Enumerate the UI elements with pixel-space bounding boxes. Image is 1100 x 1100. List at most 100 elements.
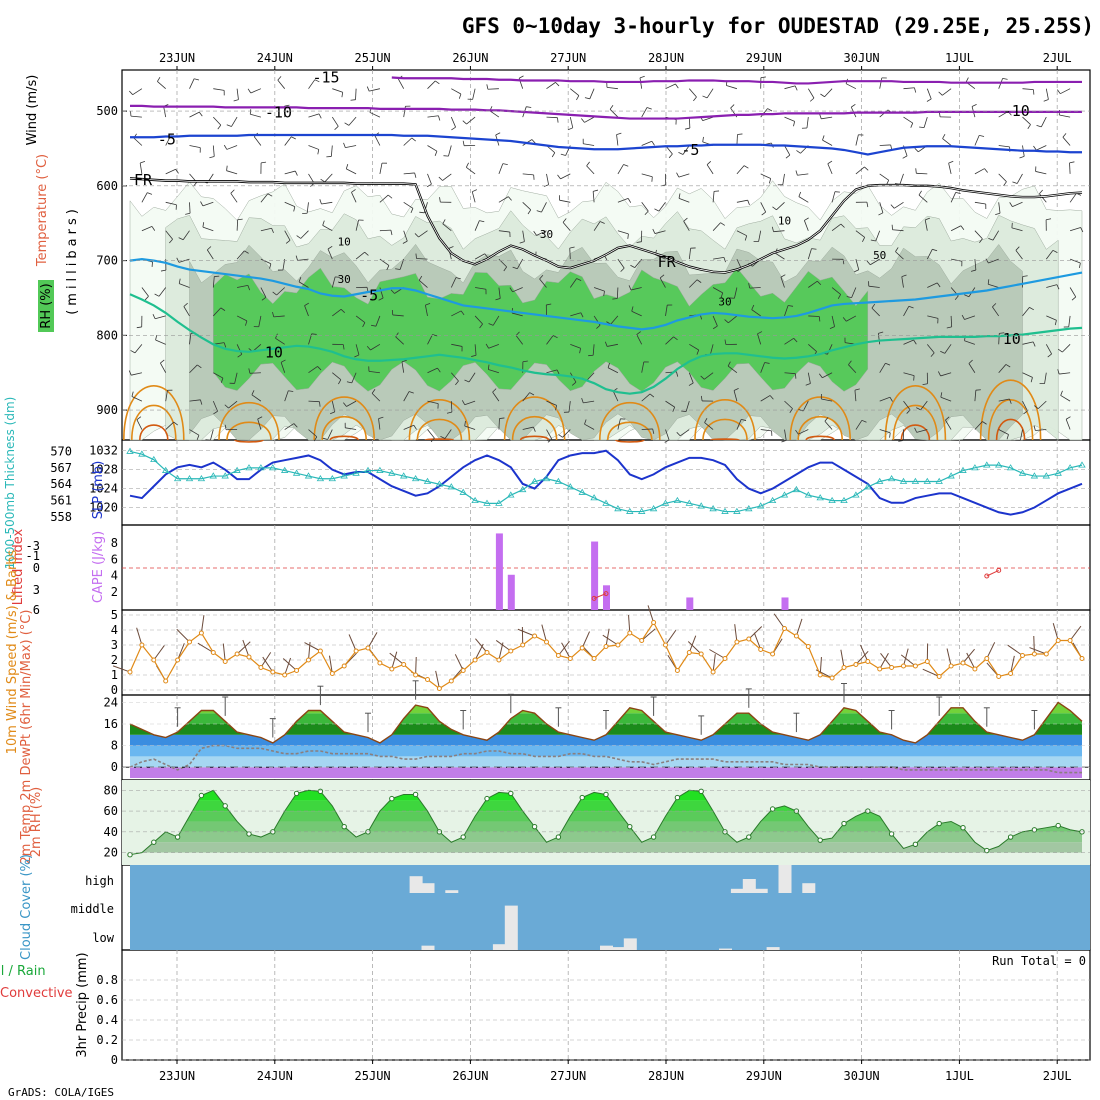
ylabel-precip-part: 3hr Precip (mm)	[75, 952, 90, 1057]
wind-tick-label: 0	[111, 683, 118, 697]
wind-barb-flag	[730, 104, 735, 109]
wind-barb	[498, 418, 500, 430]
wind-barb	[562, 429, 571, 438]
wind-barb	[284, 170, 296, 175]
wind-speed-point	[1055, 638, 1061, 643]
wind-barb-flag	[1056, 89, 1061, 94]
wind-barb	[427, 145, 438, 152]
wind-barb-flag	[890, 204, 895, 209]
wind-barb	[345, 145, 357, 148]
wind-speed-point	[1031, 651, 1037, 657]
wind-barb	[879, 202, 884, 213]
wind-barb	[903, 372, 915, 376]
wind-barb	[616, 134, 619, 146]
wind-barb	[427, 400, 439, 404]
wind-barb	[736, 419, 742, 430]
wind-speed-point	[151, 657, 157, 663]
wind-barb	[403, 172, 415, 175]
wind-barb	[466, 166, 476, 175]
cloud-bar-low	[504, 921, 518, 950]
wind-barb	[158, 287, 167, 297]
wind-barb-flag	[293, 423, 298, 428]
wind-barb-flag	[908, 305, 914, 309]
wind-barb	[442, 173, 452, 181]
wind-barb-10m	[860, 644, 869, 662]
wind-speed-point	[686, 650, 692, 655]
wind-barb	[1069, 162, 1071, 174]
wind-barb	[568, 401, 571, 413]
warm-core-isotherm	[789, 396, 851, 441]
wind-barb-10m	[773, 613, 785, 629]
wind-barb-flag	[345, 164, 349, 170]
wind-speed-point	[270, 669, 276, 675]
wind-barb-10m	[112, 665, 131, 673]
thickness-marker	[459, 488, 467, 495]
wind-barb-flag	[696, 279, 702, 283]
wind-barb	[641, 202, 649, 212]
li-point	[984, 573, 990, 579]
wind-barb-10m	[880, 653, 892, 668]
wind-barb-flag	[551, 152, 556, 158]
pressure-tick-label: 600	[96, 179, 118, 193]
wind-barb	[300, 230, 309, 239]
wind-barb	[492, 315, 500, 326]
wind-barb	[665, 83, 676, 90]
wind-barb	[998, 173, 1007, 182]
rh-point	[317, 788, 324, 795]
wind-barb-flag	[237, 218, 243, 221]
run-total-label: Run Total = 0	[992, 954, 1086, 968]
cloud-bar-low	[623, 938, 637, 950]
rh-point	[1031, 827, 1038, 833]
thickness-marker	[530, 477, 539, 484]
wind-barb	[371, 393, 381, 402]
wind-barb-flag	[128, 90, 133, 95]
wind-barb	[797, 173, 809, 176]
wind-barb	[132, 88, 143, 96]
wind-speed-point	[663, 642, 668, 648]
wind-barb	[1069, 287, 1077, 298]
thickness-marker	[1042, 472, 1051, 479]
wind-barb-flag	[918, 190, 922, 196]
wind-barb	[998, 364, 1007, 373]
wind-barb-flag	[628, 285, 632, 291]
ylabel-slp-part: SLP (mb)	[91, 461, 106, 520]
wind-barb-flag	[533, 426, 536, 432]
wind-barb	[879, 363, 886, 373]
wind-barb	[165, 230, 173, 240]
wind-barb	[942, 138, 952, 146]
ylabel-cape: CAPE (J/kg)	[91, 531, 106, 603]
wind-barb	[539, 278, 547, 288]
wind-barb-flag	[1052, 249, 1058, 253]
wind-barb	[450, 277, 457, 288]
isotherm-label: FR	[658, 253, 677, 271]
wind-barb	[951, 258, 962, 262]
wind-barb	[416, 258, 428, 260]
wind-barb	[824, 88, 833, 98]
thickness-marker	[733, 507, 741, 514]
wind-barb-flag	[479, 323, 483, 329]
wind-barb-flag	[248, 368, 251, 374]
wind-speed-point	[425, 677, 430, 682]
thickness-marker	[626, 507, 634, 514]
x-tick-label-top: 27JUN	[550, 51, 586, 65]
thickness-marker	[840, 496, 848, 504]
cape-bar	[591, 541, 599, 610]
wind-speed-point	[389, 666, 395, 672]
wind-speed-point	[222, 659, 228, 664]
wind-barb-flag	[675, 83, 679, 89]
wind-barb-flag	[343, 142, 346, 148]
wind-barb	[546, 335, 554, 345]
wind-barb-flag	[155, 335, 158, 341]
wind-barb	[760, 108, 768, 118]
wind-barb-flag	[848, 360, 852, 365]
wind-barb	[808, 315, 820, 317]
wind-barb-flag	[737, 133, 743, 135]
wind-barb-flag	[130, 350, 136, 354]
wind-barb	[346, 400, 357, 407]
thickness-marker	[233, 466, 241, 473]
wind-barb-flag	[1009, 398, 1012, 404]
wind-barb-flag	[930, 352, 935, 357]
wind-barb	[924, 219, 928, 231]
wind-barb-flag	[1054, 320, 1057, 326]
wind-barb	[375, 315, 381, 327]
